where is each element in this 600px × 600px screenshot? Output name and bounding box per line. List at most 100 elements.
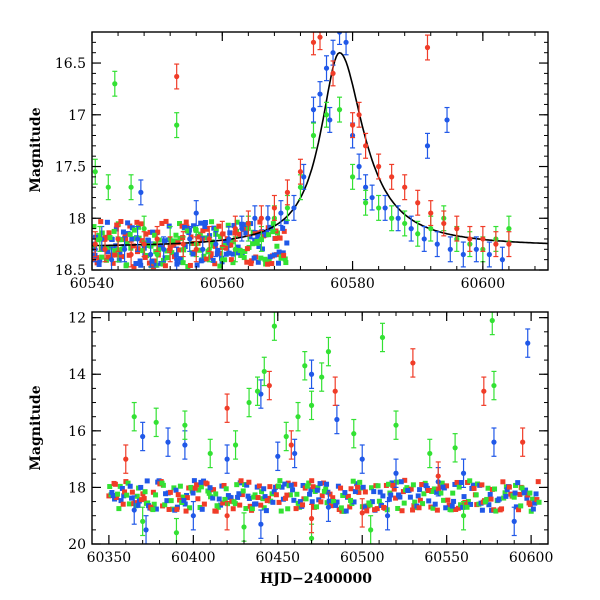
bottom-y-axis-label: Magnitude (28, 385, 44, 470)
baseline-point (340, 492, 346, 498)
baseline-point (308, 487, 314, 493)
baseline-point (125, 220, 131, 226)
baseline-point (202, 224, 208, 230)
baseline-point (262, 494, 268, 500)
baseline-point (217, 263, 223, 269)
y-tick-label: 16 (68, 424, 86, 440)
baseline-point (264, 498, 270, 504)
baseline-point (282, 481, 288, 487)
plot-frame (91, 31, 549, 271)
baseline-point (434, 507, 440, 513)
baseline-point (447, 507, 453, 513)
baseline-point (183, 508, 189, 514)
baseline-point (208, 254, 214, 260)
baseline-point (389, 480, 395, 486)
baseline-point (211, 225, 217, 231)
baseline-point (377, 489, 383, 495)
baseline-point (266, 232, 272, 238)
data-point (241, 512, 247, 542)
data-point (206, 225, 212, 252)
baseline-point (402, 477, 408, 483)
baseline-point (197, 247, 203, 253)
baseline-point (160, 261, 166, 267)
data-point (302, 351, 308, 381)
baseline-point (293, 506, 299, 512)
baseline-point (251, 494, 257, 500)
baseline-point (523, 487, 529, 493)
baseline-point (314, 504, 320, 510)
baseline-point (432, 501, 438, 507)
baseline-point (191, 478, 197, 484)
data-point (424, 34, 431, 61)
baseline-point (162, 502, 168, 508)
baseline-point (272, 235, 278, 241)
baseline-point (487, 491, 493, 497)
baseline-point (493, 508, 499, 514)
baseline-point (162, 255, 168, 261)
data-point (105, 174, 111, 201)
data-point (402, 210, 408, 237)
baseline-point (205, 488, 211, 494)
x-tick-label: 60600 (509, 550, 554, 566)
y-tick-label: 18 (68, 211, 86, 227)
baseline-point (284, 492, 290, 498)
baseline-point (134, 219, 140, 225)
y-tick-label: 18.5 (55, 263, 86, 279)
baseline-point (210, 495, 216, 501)
baseline-point (401, 500, 407, 506)
baseline-point (366, 500, 372, 506)
baseline-point (107, 484, 113, 490)
baseline-point (157, 243, 163, 249)
data-point (271, 312, 277, 341)
baseline-point (504, 487, 510, 493)
baseline-point (369, 485, 375, 491)
baseline-point (203, 480, 209, 486)
data-point (447, 236, 453, 263)
data-point (193, 236, 199, 263)
baseline-point (164, 248, 170, 254)
baseline-point (265, 261, 271, 267)
data-point (128, 241, 134, 268)
data-point (480, 225, 486, 252)
baseline-point (182, 244, 188, 250)
baseline-point (177, 256, 183, 262)
baseline-point (98, 219, 104, 225)
baseline-point (454, 479, 460, 485)
baseline-point (297, 499, 303, 505)
baseline-point (216, 496, 222, 502)
baseline-point (420, 501, 426, 507)
baseline-point (395, 505, 401, 511)
data-point (428, 200, 434, 227)
baseline-point (244, 259, 250, 265)
baseline-point (287, 492, 293, 498)
baseline-point (247, 234, 253, 240)
baseline-point (172, 238, 178, 244)
baseline-point (121, 493, 127, 499)
baseline-point (212, 508, 218, 514)
baseline-point (230, 506, 236, 512)
baseline-point (243, 506, 249, 512)
data-point (252, 205, 258, 232)
baseline-point (372, 507, 378, 513)
baseline-point (315, 485, 321, 491)
data-point (219, 220, 225, 247)
baseline-point (235, 250, 241, 256)
baseline-point (399, 508, 405, 514)
top-panel: 60540 60560 60580 60600 16.5 17 17.5 18 18.5 (55, 31, 549, 292)
data-point (232, 215, 238, 242)
baseline-point (276, 483, 282, 489)
data-point (408, 215, 414, 242)
data-point (174, 63, 180, 90)
baseline-point (244, 482, 250, 488)
data-point (356, 101, 362, 128)
data-point (295, 401, 301, 432)
baseline-point (285, 506, 291, 512)
baseline-point (226, 250, 232, 256)
baseline-point (314, 487, 320, 493)
baseline-point (285, 480, 291, 486)
baseline-point (294, 491, 300, 497)
data-point (232, 430, 239, 460)
baseline-point (164, 498, 170, 504)
baseline-point (326, 498, 332, 504)
baseline-point (167, 489, 173, 495)
